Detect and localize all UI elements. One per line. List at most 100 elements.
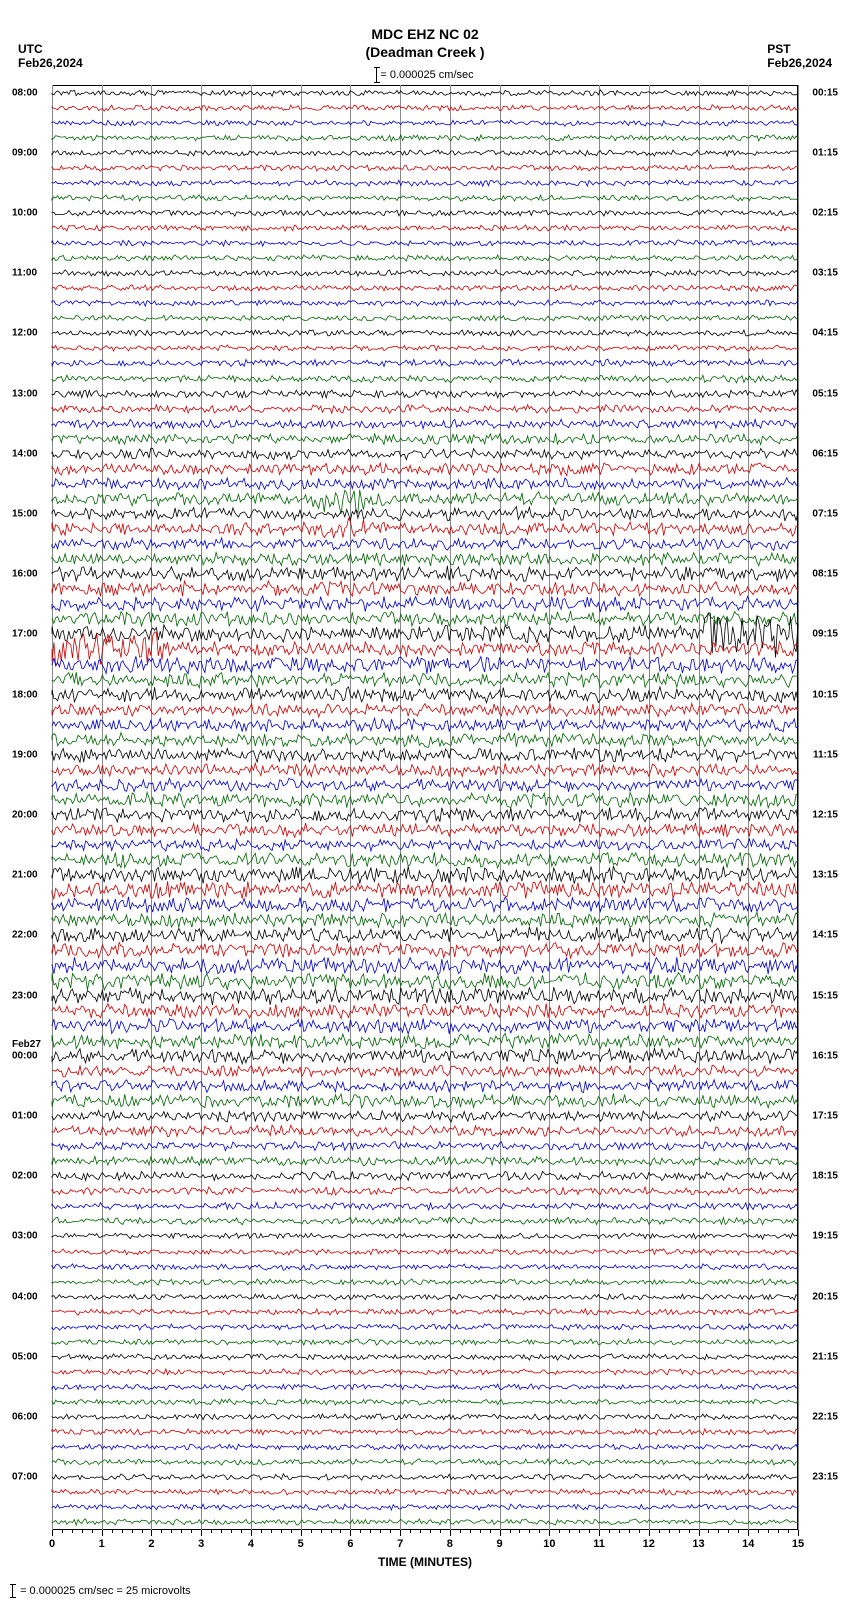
x-minor-tick <box>132 1530 133 1533</box>
pst-time-label: 06:15 <box>812 448 838 459</box>
utc-time-label: 00:00 <box>12 1050 38 1061</box>
x-minor-tick <box>519 1530 520 1533</box>
trace-row <box>52 680 798 681</box>
utc-time-label: 22:00 <box>12 930 38 941</box>
x-tick-mark <box>649 1530 650 1536</box>
pst-time-label: 12:15 <box>812 810 838 821</box>
utc-time-label: 08:00 <box>12 87 38 98</box>
trace-row <box>52 950 798 951</box>
x-tick-mark <box>748 1530 749 1536</box>
trace-row <box>52 589 798 590</box>
x-minor-tick <box>181 1530 182 1533</box>
x-minor-tick <box>758 1530 759 1533</box>
scale-text: = 0.000025 cm/sec <box>380 69 473 81</box>
trace-row <box>52 484 798 485</box>
utc-time-label: 04:00 <box>12 1291 38 1302</box>
trace-row: 19:0011:15 <box>52 755 798 756</box>
trace-row <box>52 288 798 289</box>
x-minor-tick <box>112 1530 113 1533</box>
x-minor-tick <box>62 1530 63 1533</box>
trace-row: 01:0017:15 <box>52 1116 798 1117</box>
trace-row <box>52 785 798 786</box>
trace-row <box>52 1206 798 1207</box>
x-minor-tick <box>629 1530 630 1533</box>
x-minor-tick <box>460 1530 461 1533</box>
trace-row: 16:0008:15 <box>52 574 798 575</box>
x-minor-tick <box>559 1530 560 1533</box>
trace-row <box>52 1327 798 1328</box>
pst-time-label: 15:15 <box>812 990 838 1001</box>
pst-time-label: 16:15 <box>812 1050 838 1061</box>
trace-row <box>52 1447 798 1448</box>
x-minor-tick <box>728 1530 729 1533</box>
trace-row: 06:0022:15 <box>52 1417 798 1418</box>
x-tick-label: 2 <box>148 1538 154 1550</box>
x-tick-label: 6 <box>347 1538 353 1550</box>
utc-time-label: 23:00 <box>12 990 38 1001</box>
trace-row <box>52 1131 798 1132</box>
trace-row <box>52 649 798 650</box>
utc-time-label: 09:00 <box>12 147 38 158</box>
x-minor-tick <box>430 1530 431 1533</box>
trace-row: 07:0023:15 <box>52 1477 798 1478</box>
utc-time-label: 21:00 <box>12 870 38 881</box>
x-minor-tick <box>619 1530 620 1533</box>
x-minor-tick <box>321 1530 322 1533</box>
utc-time-label: 05:00 <box>12 1351 38 1362</box>
pst-time-label: 08:15 <box>812 569 838 580</box>
x-minor-tick <box>241 1530 242 1533</box>
x-minor-tick <box>82 1530 83 1533</box>
x-minor-tick <box>470 1530 471 1533</box>
x-minor-tick <box>191 1530 192 1533</box>
trace-row <box>52 559 798 560</box>
x-minor-tick <box>569 1530 570 1533</box>
trace-row <box>52 1146 798 1147</box>
x-minor-tick <box>510 1530 511 1533</box>
trace-row <box>52 1312 798 1313</box>
pst-time-label: 23:15 <box>812 1472 838 1483</box>
trace-row <box>52 123 798 124</box>
pst-time-label: 17:15 <box>812 1111 838 1122</box>
utc-header: UTC Feb26,2024 <box>18 42 83 70</box>
trace-row <box>52 1071 798 1072</box>
trace-row: 05:0021:15 <box>52 1357 798 1358</box>
x-minor-tick <box>92 1530 93 1533</box>
trace-row: 23:0015:15 <box>52 996 798 997</box>
trace-row <box>52 1026 798 1027</box>
pst-time-label: 13:15 <box>812 870 838 881</box>
trace-row <box>52 303 798 304</box>
trace-row: 09:0001:15 <box>52 153 798 154</box>
pst-time-label: 19:15 <box>812 1231 838 1242</box>
pst-header: PST Feb26,2024 <box>767 42 832 70</box>
x-tick-mark <box>798 1530 799 1536</box>
trace-row <box>52 424 798 425</box>
trace-row <box>52 439 798 440</box>
trace-row <box>52 409 798 410</box>
utc-time-label: 11:00 <box>12 268 37 279</box>
trace-row: 10:0002:15 <box>52 213 798 214</box>
trace-row <box>52 619 798 620</box>
trace-row <box>52 379 798 380</box>
pst-time-label: 04:15 <box>812 328 838 339</box>
trace-row <box>52 243 798 244</box>
x-tick-label: 4 <box>248 1538 254 1550</box>
trace-row: 08:0000:15 <box>52 93 798 94</box>
trace-row <box>52 905 798 906</box>
x-minor-tick <box>718 1530 719 1533</box>
trace-row <box>52 1522 798 1523</box>
trace-row <box>52 1387 798 1388</box>
trace-row <box>52 740 798 741</box>
x-minor-tick <box>490 1530 491 1533</box>
trace-row <box>52 981 798 982</box>
pst-time-label: 21:15 <box>812 1351 838 1362</box>
x-minor-tick <box>311 1530 312 1533</box>
x-tick-mark <box>201 1530 202 1536</box>
footer-scale: = 0.000025 cm/sec = 25 microvolts <box>8 1585 191 1597</box>
trace-row <box>52 108 798 109</box>
trace-row <box>52 228 798 229</box>
scale-indicator: = 0.000025 cm/sec <box>0 68 850 82</box>
trace-row <box>52 138 798 139</box>
trace-row <box>52 348 798 349</box>
x-tick-mark <box>450 1530 451 1536</box>
trace-row <box>52 1101 798 1102</box>
